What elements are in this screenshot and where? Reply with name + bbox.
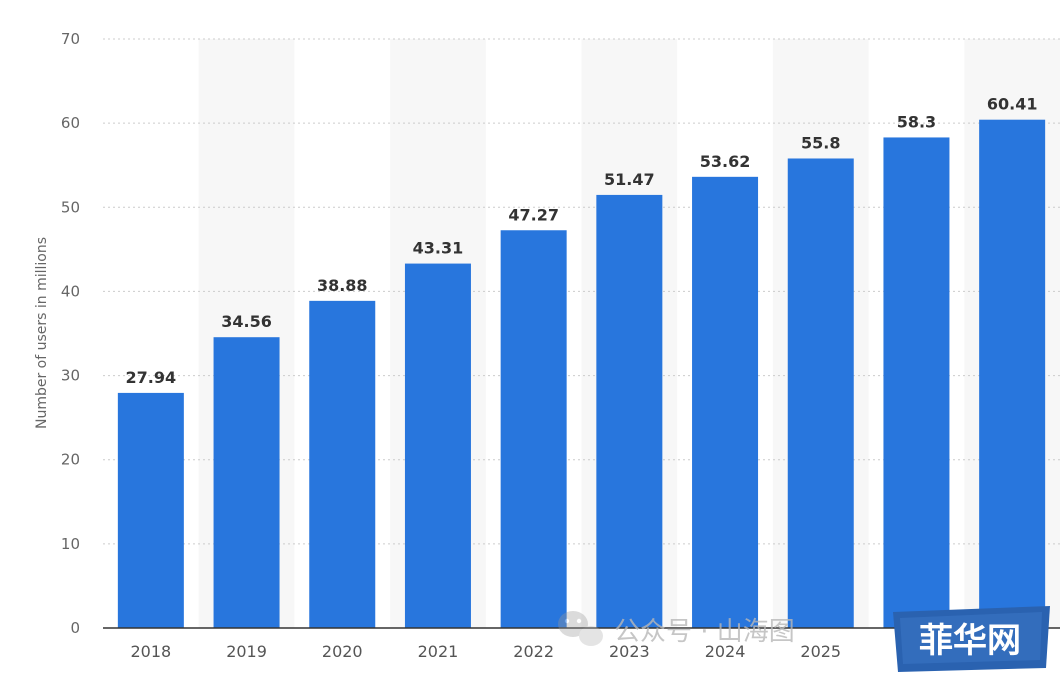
bar: [117, 392, 184, 628]
x-tick-label: 2020: [322, 642, 363, 661]
site-logo: 菲华网: [893, 606, 1050, 672]
data-label: 34.56: [221, 312, 272, 331]
bar: [692, 176, 759, 629]
data-label: 47.27: [508, 205, 559, 224]
x-tick-label: 2021: [418, 642, 459, 661]
x-axis-labels: 2018 2019 2020 2021 2022 2023 2024 2025: [130, 642, 841, 661]
data-label: 43.31: [413, 239, 464, 258]
bar: [213, 337, 280, 628]
bar: [404, 263, 471, 628]
data-labels: 27.94 34.56 38.88 43.31 47.27 51.47 53.62 55.8 5…: [126, 95, 1038, 387]
y-tick-label: 40: [61, 282, 80, 300]
y-tick-label: 30: [61, 367, 80, 385]
y-tick-label: 10: [61, 535, 80, 553]
x-tick-label: 2022: [513, 642, 554, 661]
y-tick-label: 50: [61, 198, 80, 216]
bar: [787, 158, 854, 629]
data-label: 51.47: [604, 170, 655, 189]
watermark-text: 公众号 · 山海图: [614, 617, 795, 647]
y-axis-title: Number of users in millions: [34, 237, 50, 429]
data-label: 53.62: [700, 152, 751, 171]
bar: [309, 300, 376, 628]
y-tick-label: 20: [61, 451, 80, 469]
x-tick-label: 2018: [130, 642, 171, 661]
y-tick-label: 0: [70, 619, 80, 637]
data-label: 58.3: [897, 112, 936, 131]
x-tick-label: 2024: [705, 642, 746, 661]
x-tick-label: 2019: [226, 642, 267, 661]
y-tick-label: 70: [61, 30, 80, 48]
watermark: 公众号 · 山海图 菲华网: [558, 606, 1050, 672]
data-label: 55.8: [801, 133, 840, 152]
x-tick-label: 2023: [609, 642, 650, 661]
data-label: 38.88: [317, 276, 368, 295]
wechat-icon: [558, 611, 603, 646]
data-label: 60.41: [987, 95, 1038, 114]
bars: [117, 119, 1046, 629]
bar: [500, 230, 567, 628]
bar: [883, 137, 950, 628]
y-tick-label: 60: [61, 114, 80, 132]
site-logo-text: 菲华网: [919, 621, 1021, 661]
y-axis-ticks: 0 10 20 30 40 50 60 70: [61, 30, 80, 637]
bar: [596, 194, 663, 628]
x-tick-label: 2025: [800, 642, 841, 661]
data-label: 27.94: [126, 368, 177, 387]
bar: [979, 119, 1046, 629]
